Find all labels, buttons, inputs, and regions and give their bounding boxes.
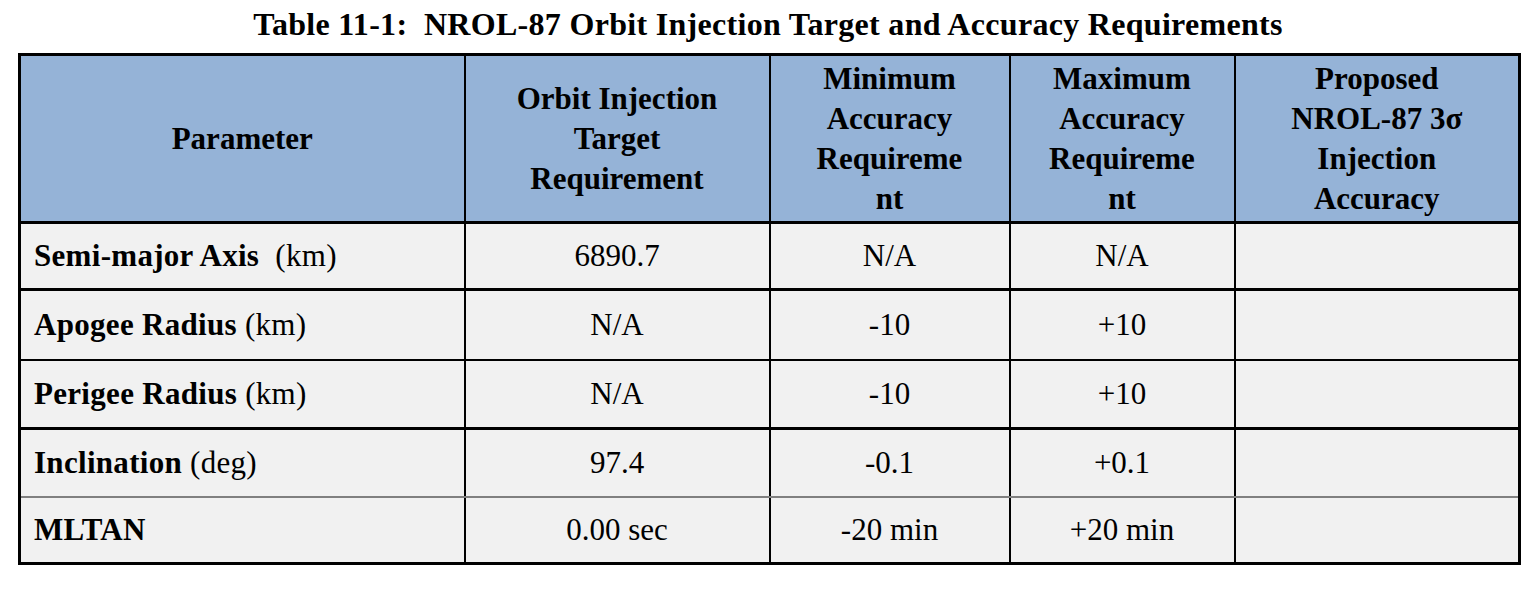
header-line: NROL-87 3σ [1240,99,1515,139]
proposed-accuracy-cell [1235,360,1520,429]
header-orbit-injection-target: Orbit Injection Target Requirement [465,55,770,223]
header-line: Target [470,119,765,159]
header-parameter: Parameter [20,55,465,223]
header-minimum-accuracy: Minimum Accuracy Requireme nt [770,55,1010,223]
target-cell: 0.00 sec [465,497,770,564]
target-cell: 6890.7 [465,223,770,290]
header-row: Parameter Orbit Injection Target Require… [20,55,1520,223]
parameter-name: Semi-major Axis [34,238,259,273]
header-line: Accuracy [1240,179,1515,219]
max-accuracy-cell: N/A [1010,223,1235,290]
header-line: Minimum [775,59,1005,99]
header-line: Maximum [1015,59,1230,99]
min-accuracy-cell: -10 [770,290,1010,361]
table-row-perigee-radius: Perigee Radius (km) N/A -10 +10 [20,360,1520,429]
table-row-apogee-radius: Apogee Radius (km) N/A -10 +10 [20,290,1520,361]
header-line: Parameter [25,119,460,159]
parameter-unit: (km) [259,238,337,273]
min-accuracy-cell: N/A [770,223,1010,290]
header-line: Requireme [775,139,1005,179]
header-maximum-accuracy: Maximum Accuracy Requireme nt [1010,55,1235,223]
min-accuracy-cell: -10 [770,360,1010,429]
target-cell: 97.4 [465,429,770,498]
parameter-cell: Perigee Radius (km) [20,360,465,429]
parameter-cell: Inclination (deg) [20,429,465,498]
header-line: Requireme [1015,139,1230,179]
max-accuracy-cell: +0.1 [1010,429,1235,498]
proposed-accuracy-cell [1235,497,1520,564]
min-accuracy-cell: -20 min [770,497,1010,564]
header-line: nt [1015,179,1230,219]
parameter-name: Inclination [34,445,182,480]
header-line: Accuracy [1015,99,1230,139]
parameter-cell: Semi-major Axis (km) [20,223,465,290]
orbit-injection-requirements-table: Parameter Orbit Injection Target Require… [18,53,1521,565]
parameter-unit: (deg) [182,445,257,480]
header-line: nt [775,179,1005,219]
max-accuracy-cell: +20 min [1010,497,1235,564]
parameter-name: MLTAN [34,512,146,547]
parameter-unit: (km) [237,376,307,411]
target-cell: N/A [465,290,770,361]
header-line: Injection [1240,139,1515,179]
max-accuracy-cell: +10 [1010,360,1235,429]
proposed-accuracy-cell [1235,290,1520,361]
header-proposed-injection-accuracy: Proposed NROL-87 3σ Injection Accuracy [1235,55,1520,223]
target-cell: N/A [465,360,770,429]
table-row-semi-major-axis: Semi-major Axis (km) 6890.7 N/A N/A [20,223,1520,290]
header-line: Orbit Injection [470,79,765,119]
header-line: Requirement [470,159,765,199]
parameter-cell: MLTAN [20,497,465,564]
table-row-mltan: MLTAN 0.00 sec -20 min +20 min [20,497,1520,564]
header-line: Accuracy [775,99,1005,139]
proposed-accuracy-cell [1235,223,1520,290]
parameter-name: Apogee Radius [34,307,237,342]
parameter-cell: Apogee Radius (km) [20,290,465,361]
parameter-name: Perigee Radius [34,376,237,411]
table-caption: Table 11-1: NROL-87 Orbit Injection Targ… [0,4,1536,44]
header-line: Proposed [1240,59,1515,99]
max-accuracy-cell: +10 [1010,290,1235,361]
table-row-inclination: Inclination (deg) 97.4 -0.1 +0.1 [20,429,1520,498]
proposed-accuracy-cell [1235,429,1520,498]
parameter-unit: (km) [237,307,307,342]
min-accuracy-cell: -0.1 [770,429,1010,498]
